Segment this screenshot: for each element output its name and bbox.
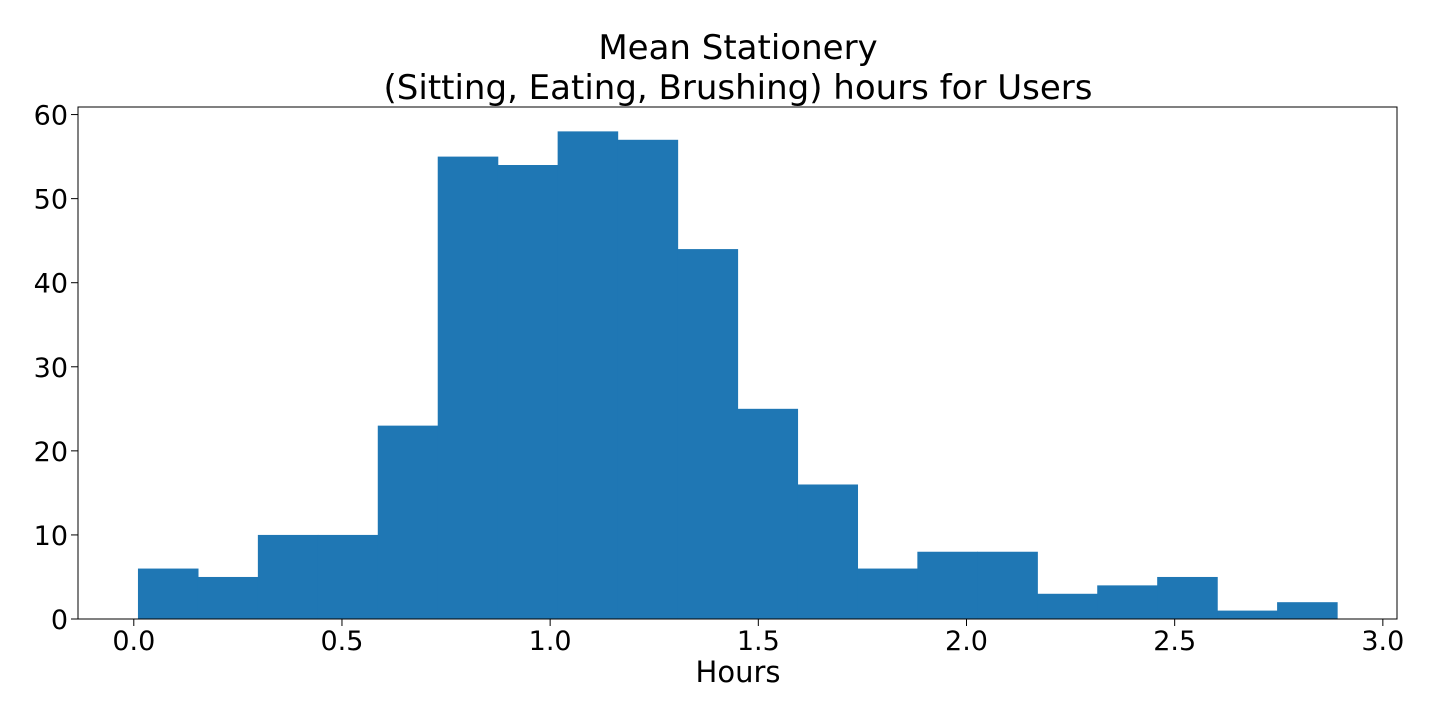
histogram-bar: [1037, 593, 1098, 619]
y-axis-ticks: 0 10 20 30 40 50 60: [34, 101, 78, 636]
histogram-bar: [977, 551, 1038, 619]
histogram-bar: [257, 534, 319, 619]
y-tick-label: 0: [51, 605, 68, 636]
y-tick-label: 40: [34, 269, 68, 300]
chart-title-line-1: Mean Stationery: [598, 28, 877, 68]
plot-frame: [77, 106, 1398, 620]
histogram-bar: [677, 249, 739, 620]
histogram-bar: [917, 551, 978, 619]
histogram-bar: [617, 139, 679, 619]
bars-layer: [137, 131, 1338, 620]
histogram-bar: [377, 425, 439, 619]
histogram-bar: [497, 165, 559, 619]
chart-title-line-2: (Sitting, Eating, Brushing) hours for Us…: [384, 68, 1093, 108]
y-tick-label: 10: [34, 521, 68, 552]
histogram-bar: [197, 576, 259, 619]
y-tick-label: 30: [34, 353, 68, 384]
x-axis-ticks: 0.0 0.5 1.0 1.5 2.0 2.5 3.0: [112, 619, 1404, 657]
histogram-bar: [437, 156, 499, 619]
y-tick-label: 60: [34, 101, 68, 132]
histogram-bar: [317, 534, 379, 619]
x-tick-label: 2.5: [1153, 626, 1196, 657]
histogram-bar: [797, 484, 859, 619]
y-tick-label: 20: [34, 437, 68, 468]
histogram-bar: [1157, 576, 1218, 619]
y-tick-label: 50: [34, 185, 68, 216]
histogram-bar: [1097, 585, 1158, 619]
histogram-bar: [1277, 602, 1338, 619]
x-tick-label: 1.5: [737, 626, 780, 657]
histogram-bar: [1217, 610, 1278, 619]
histogram-bar: [737, 408, 799, 619]
x-axis-label: Hours: [696, 655, 781, 689]
x-tick-label: 0.5: [320, 626, 363, 657]
histogram-bar: [557, 131, 619, 619]
x-tick-label: 1.0: [529, 626, 572, 657]
x-tick-label: 0.0: [112, 626, 155, 657]
histogram-bar: [137, 568, 199, 619]
x-tick-label: 3.0: [1361, 626, 1404, 657]
histogram-bar: [857, 568, 918, 619]
x-tick-label: 2.0: [945, 626, 988, 657]
